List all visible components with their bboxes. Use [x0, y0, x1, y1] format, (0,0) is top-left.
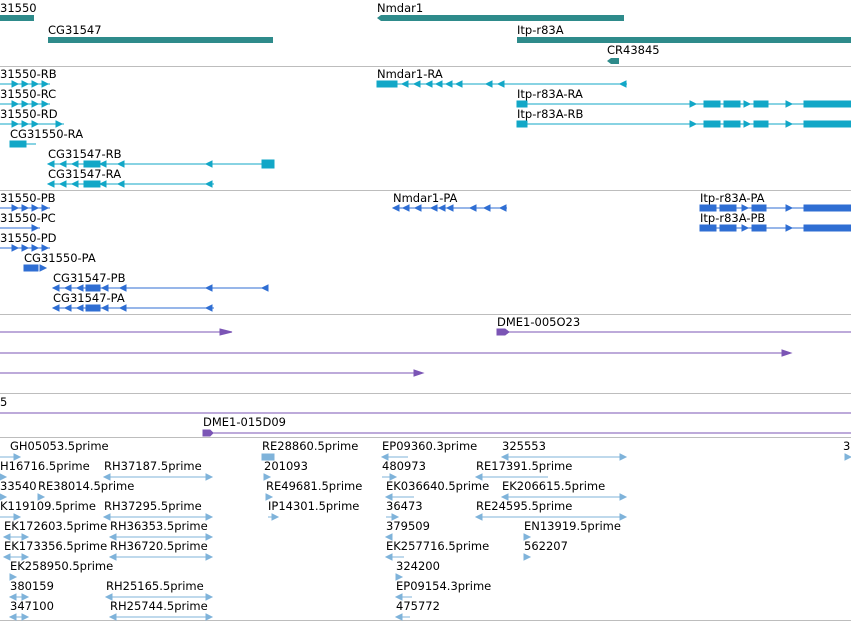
protein-label[interactable]: 31550-PD	[0, 231, 57, 245]
est-label[interactable]: EN13919.5prime	[524, 519, 621, 533]
est-label[interactable]: 562207	[524, 539, 568, 553]
gene-feature[interactable]	[607, 58, 619, 64]
track-divider	[0, 314, 851, 315]
gene-label[interactable]: CG31547	[48, 23, 102, 37]
protein-label[interactable]: Nmdar1-PA	[393, 191, 458, 205]
transcript-label[interactable]: 31550-RB	[0, 67, 57, 81]
est-label[interactable]: RH36353.5prime	[110, 519, 208, 533]
est-label[interactable]: RE17391.5prime	[476, 459, 573, 473]
gene-track	[0, 15, 851, 64]
transcript-label[interactable]: 31550-RC	[0, 87, 57, 101]
est-label[interactable]: 325553	[502, 439, 546, 453]
gene-feature[interactable]	[377, 15, 624, 21]
protein-label[interactable]: CG31547-PA	[53, 291, 125, 305]
gene-label[interactable]: 31550	[0, 1, 37, 15]
est-label[interactable]: RE28860.5prime	[262, 439, 359, 453]
protein-label[interactable]: Itp-r83A-PA	[700, 191, 765, 205]
transcript-label[interactable]: Itp-r83A-RA	[517, 87, 583, 101]
est-label[interactable]: GH05053.5prime	[10, 439, 109, 453]
est-label[interactable]: EP09360.3prime	[382, 439, 478, 453]
est-label[interactable]: 480973	[382, 459, 426, 473]
est-label[interactable]: 33540	[0, 479, 37, 493]
track-divider	[0, 620, 851, 621]
clone-track	[0, 328, 851, 437]
transcript-label[interactable]: CG31550-RA	[10, 127, 84, 141]
est-label[interactable]: EP09154.3prime	[396, 579, 492, 593]
protein-label[interactable]: CG31550-PA	[24, 251, 96, 265]
protein-label[interactable]: 31550-PB	[0, 191, 56, 205]
est-label[interactable]: EK172603.5prime	[4, 519, 108, 533]
gene-feature[interactable]	[0, 15, 34, 21]
est-label[interactable]: EK258950.5prime	[10, 559, 114, 573]
protein-label[interactable]: 31550-PC	[0, 211, 56, 225]
clone-label[interactable]: DME1-015D09	[203, 415, 286, 429]
est-label[interactable]: 380159	[10, 579, 54, 593]
est-label[interactable]: IP14301.5prime	[268, 499, 360, 513]
est-label[interactable]: RH37295.5prime	[104, 499, 202, 513]
est-label[interactable]: 475772	[396, 599, 440, 613]
gene-label[interactable]: CR43845	[607, 43, 660, 57]
est-label[interactable]: RH36720.5prime	[110, 539, 208, 553]
protein-track	[0, 204, 851, 312]
est-label[interactable]: RH25165.5prime	[106, 579, 204, 593]
clone-label[interactable]: DME1-005O23	[497, 315, 581, 329]
est-label[interactable]: EK173356.5prime	[4, 539, 108, 553]
protein-label[interactable]: CG31547-PB	[53, 271, 126, 285]
est-label[interactable]: 324200	[396, 559, 440, 573]
est-label[interactable]: 201093	[264, 459, 308, 473]
est-label[interactable]: K119109.5prime	[0, 499, 96, 513]
est-label[interactable]: RE38014.5prime	[38, 479, 135, 493]
est-label[interactable]: 3	[843, 439, 851, 453]
est-label[interactable]: RE24595.5prime	[476, 499, 573, 513]
transcript-label[interactable]: 31550-RD	[0, 107, 58, 121]
est-label[interactable]: 347100	[10, 599, 54, 613]
est-label[interactable]: EK206615.5prime	[502, 479, 606, 493]
transcript-label[interactable]: Itp-r83A-RB	[517, 107, 584, 121]
est-label[interactable]: 379509	[386, 519, 430, 533]
track-divider	[0, 393, 851, 394]
est-track	[0, 453, 851, 621]
gene-label[interactable]: Nmdar1	[377, 1, 424, 15]
est-label[interactable]: EK257716.5prime	[386, 539, 490, 553]
gene-feature[interactable]	[48, 37, 273, 43]
track-divider	[0, 437, 851, 438]
transcript-track	[0, 80, 851, 188]
track-divider	[0, 66, 851, 67]
gene-feature[interactable]	[517, 37, 851, 43]
est-label[interactable]: EK036640.5prime	[386, 479, 490, 493]
transcript-label[interactable]: Nmdar1-RA	[377, 67, 443, 81]
est-label[interactable]: RE49681.5prime	[266, 479, 363, 493]
transcript-label[interactable]: CG31547-RB	[48, 147, 122, 161]
est-label[interactable]: RH25744.5prime	[110, 599, 208, 613]
protein-label[interactable]: Itp-r83A-PB	[700, 211, 766, 225]
est-label[interactable]: 36473	[386, 499, 423, 513]
est-label[interactable]: H16716.5prime	[0, 459, 90, 473]
track-divider	[0, 190, 851, 191]
transcript-label[interactable]: CG31547-RA	[48, 167, 122, 181]
clone-label[interactable]: 5	[0, 395, 8, 409]
gene-label[interactable]: Itp-r83A	[517, 23, 564, 37]
est-label[interactable]: RH37187.5prime	[104, 459, 202, 473]
